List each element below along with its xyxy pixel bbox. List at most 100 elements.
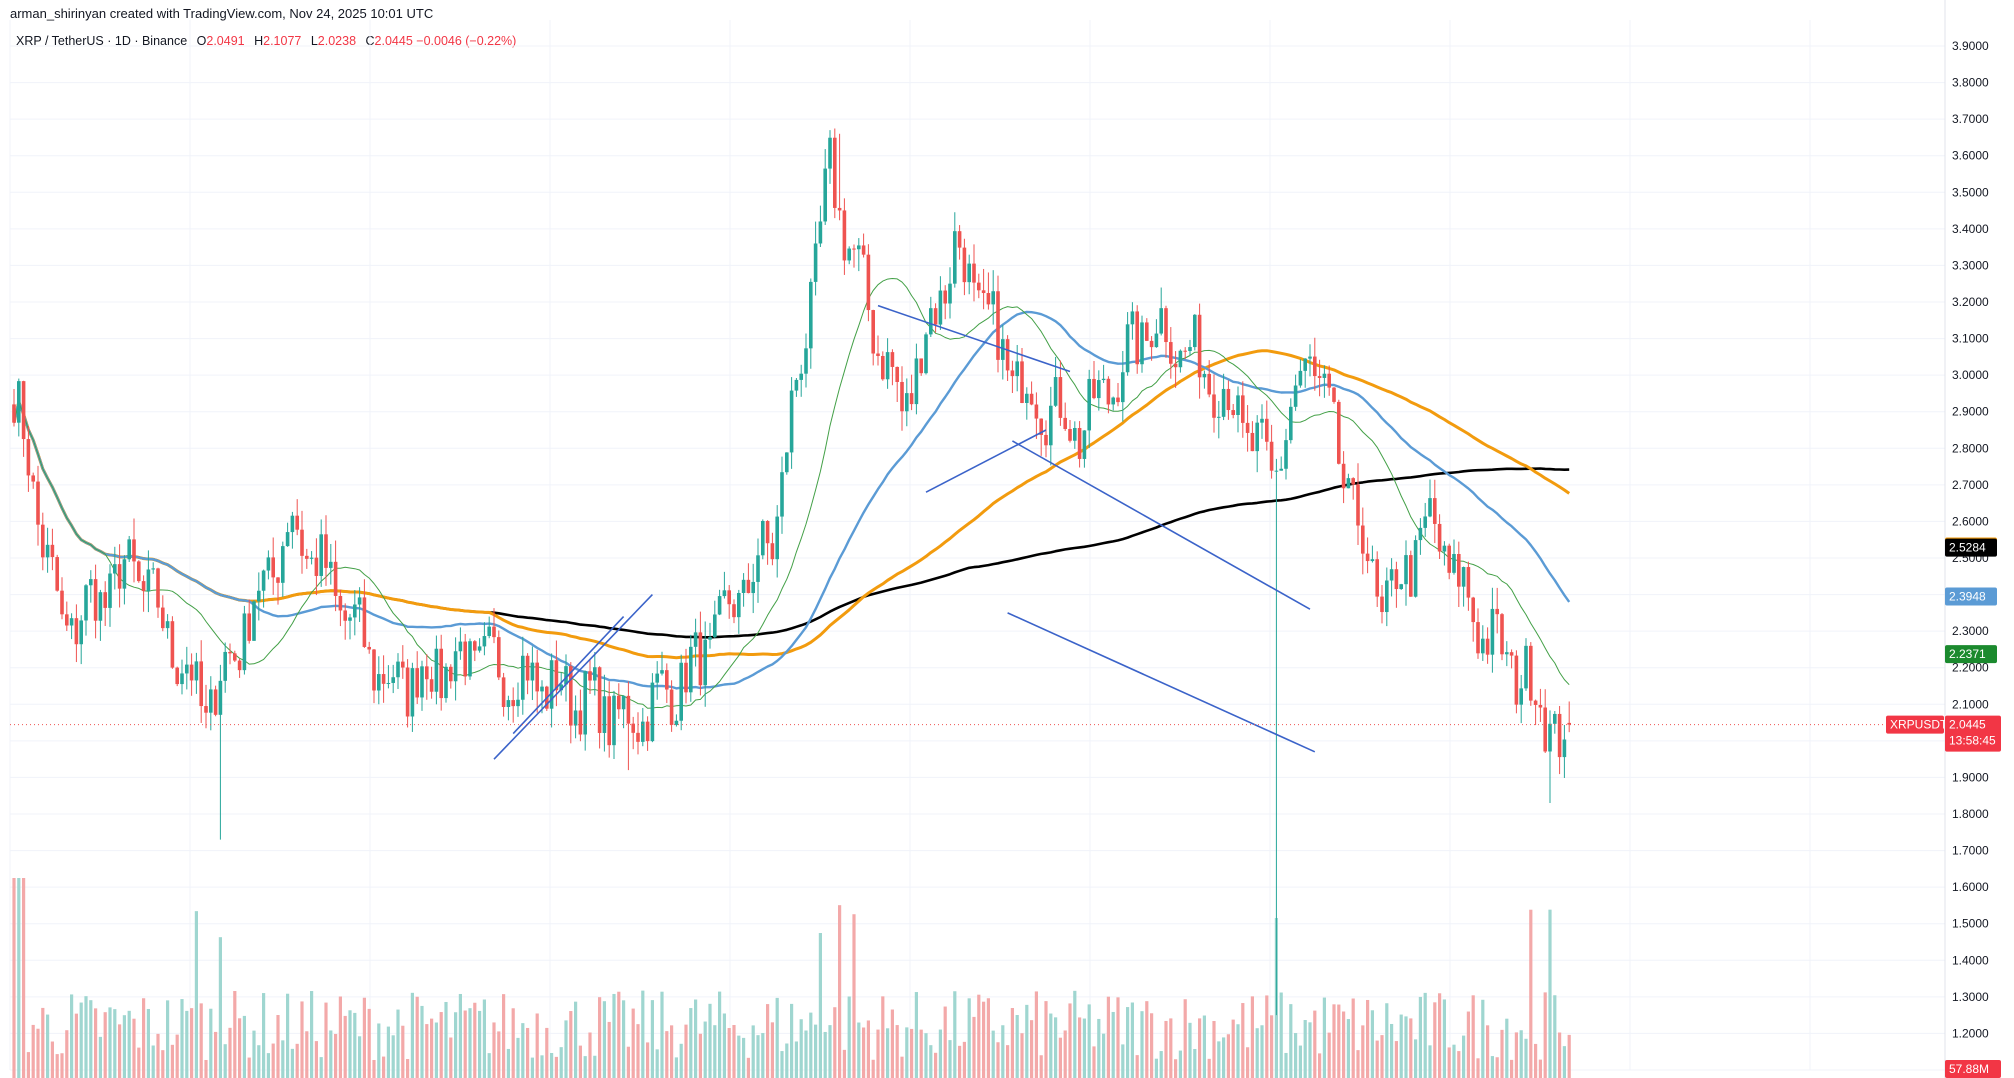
candle-body bbox=[559, 684, 563, 691]
candle-body bbox=[1221, 388, 1226, 417]
candle-body bbox=[175, 667, 179, 685]
volume-bar bbox=[444, 1001, 448, 1078]
volume-bar bbox=[271, 1043, 275, 1078]
volume-bar bbox=[1030, 1020, 1034, 1078]
candle-body bbox=[737, 593, 741, 618]
price-tick-label: 1.5000 bbox=[1952, 917, 1989, 931]
candle-body bbox=[1068, 428, 1072, 441]
volume-bar bbox=[828, 1025, 832, 1078]
volume-bar bbox=[334, 1033, 338, 1078]
volume-bar bbox=[770, 1022, 774, 1078]
volume-bar bbox=[646, 1042, 650, 1078]
candle-body bbox=[717, 596, 722, 615]
volume-bar bbox=[458, 993, 462, 1078]
volume-bars bbox=[12, 878, 1571, 1078]
volume-bar bbox=[785, 1043, 789, 1078]
candle-body bbox=[1250, 432, 1255, 452]
volume-bar bbox=[463, 1010, 467, 1078]
volume-bar bbox=[377, 1023, 381, 1078]
volume-bar bbox=[559, 1047, 563, 1078]
volume-bar bbox=[1217, 1041, 1221, 1078]
candle-body bbox=[1514, 655, 1519, 705]
candle-body bbox=[1495, 608, 1499, 615]
volume-bar bbox=[857, 1022, 861, 1078]
volume-bar bbox=[674, 1057, 678, 1078]
volume-bar bbox=[132, 1018, 136, 1078]
candle-body bbox=[837, 207, 842, 211]
candle-body bbox=[506, 700, 511, 707]
volume-bar bbox=[934, 1052, 938, 1078]
volume-bar bbox=[823, 1031, 827, 1078]
volume-bar bbox=[358, 1036, 362, 1078]
price-axis[interactable]: 3.9000 3.8000 3.7000 3.6000 3.5000 3.4000 3.30… bbox=[1952, 39, 1989, 1077]
candle-body bbox=[146, 569, 151, 592]
volume-bar bbox=[1471, 995, 1475, 1078]
candle-body bbox=[276, 577, 280, 583]
candle-body bbox=[684, 662, 688, 693]
volume-bar bbox=[41, 1007, 45, 1078]
candle-body bbox=[300, 529, 304, 556]
symbol-badge-text: XRPUSDT bbox=[1890, 718, 1948, 732]
symbol-legend: XRP / TetherUS · 1D · Binance O2.0491 H2… bbox=[16, 34, 516, 48]
trendlines bbox=[10, 304, 1945, 760]
candle-body bbox=[305, 555, 309, 559]
volume-bar bbox=[1126, 1007, 1130, 1078]
candle-body bbox=[953, 231, 957, 284]
volume-bar bbox=[838, 905, 842, 1078]
candle-body bbox=[434, 648, 439, 692]
volume-bar bbox=[1164, 1020, 1168, 1078]
volume-bar bbox=[526, 1027, 530, 1078]
candle-body bbox=[890, 352, 895, 367]
volume-bar bbox=[396, 1009, 400, 1078]
candle-body bbox=[319, 534, 323, 576]
volume-bar bbox=[31, 1024, 35, 1078]
volume-bar bbox=[727, 1028, 731, 1078]
candle-body bbox=[871, 310, 875, 354]
volume-bar bbox=[535, 1013, 539, 1078]
candle-body bbox=[1154, 333, 1159, 348]
candle-body bbox=[89, 579, 93, 586]
candle-body bbox=[1385, 580, 1389, 613]
volume-bar bbox=[516, 1037, 520, 1078]
candle-body bbox=[626, 695, 631, 724]
candle-body bbox=[141, 581, 146, 592]
candle-body bbox=[1471, 597, 1475, 623]
candle-body bbox=[1140, 322, 1144, 365]
volume-bar bbox=[372, 1059, 376, 1078]
candle-body bbox=[1298, 370, 1303, 386]
price-tick-label: 2.6000 bbox=[1952, 514, 1989, 528]
candle-body bbox=[833, 137, 837, 208]
candle-body bbox=[703, 639, 707, 686]
volume-bar bbox=[636, 1024, 640, 1078]
candle-body bbox=[439, 648, 443, 699]
candle-body bbox=[127, 539, 131, 560]
volume-bar bbox=[929, 1045, 933, 1078]
candle-body bbox=[333, 561, 338, 596]
candle-body bbox=[1418, 527, 1423, 541]
volume-bar bbox=[482, 999, 486, 1078]
volume-bar bbox=[554, 1056, 558, 1078]
volume-bar bbox=[281, 1040, 285, 1078]
volume-bar bbox=[1423, 992, 1427, 1078]
volume-bar bbox=[545, 1027, 549, 1078]
volume-bar bbox=[1313, 1010, 1317, 1078]
candle-body bbox=[223, 651, 227, 681]
volume-bar bbox=[1039, 1055, 1043, 1078]
candle-body bbox=[21, 381, 26, 440]
price-tick-label: 3.9000 bbox=[1952, 39, 1989, 53]
candle-body bbox=[117, 564, 122, 589]
volume-bar bbox=[818, 933, 822, 1078]
volume-bar bbox=[1068, 1003, 1072, 1078]
candle-body bbox=[122, 559, 127, 589]
volume-bar bbox=[670, 1025, 674, 1078]
volume-bar bbox=[406, 1059, 410, 1078]
volume-bar bbox=[924, 1033, 928, 1078]
volume-bar bbox=[367, 1008, 371, 1078]
candle-body bbox=[583, 671, 587, 735]
volume-bar bbox=[1183, 999, 1187, 1078]
price-tick-label: 3.8000 bbox=[1952, 76, 1989, 90]
candle-body bbox=[525, 655, 530, 681]
candle-body bbox=[1389, 569, 1394, 581]
